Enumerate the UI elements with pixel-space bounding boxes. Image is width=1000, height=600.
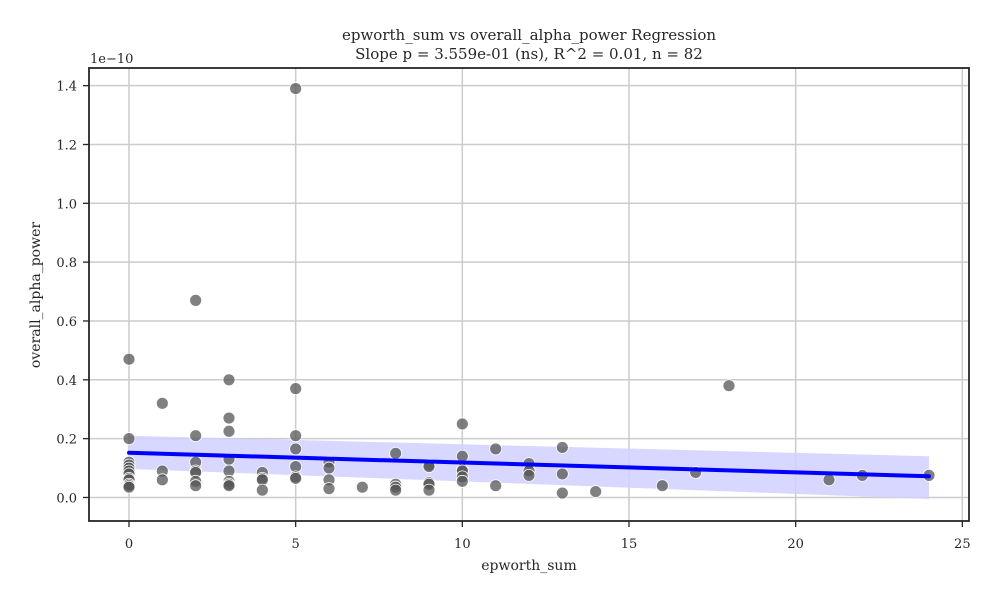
y-tick-label: 0.2: [56, 433, 77, 448]
scatter-point: [289, 82, 303, 95]
scatter-point: [522, 469, 536, 482]
scatter-point: [489, 442, 503, 456]
scatter-point: [322, 461, 336, 475]
scatter-point: [155, 473, 169, 487]
y-axis-label: overall_alpha_power: [28, 222, 44, 368]
x-tick-label: 5: [292, 537, 300, 552]
scatter-point: [722, 379, 736, 393]
x-axis-label: epworth_sum: [481, 558, 576, 574]
scatter-point: [389, 446, 403, 460]
x-tick-label: 25: [954, 537, 971, 552]
axis-ticks: 0 5 10 15 20 25 0.0 0.2 0.4 0.6 0.8 1.0 1.2 1.4: [56, 80, 970, 552]
scatter-point: [222, 373, 236, 387]
scatter-point: [422, 483, 436, 497]
y-tick-label: 1.2: [56, 138, 77, 153]
scatter-point: [289, 471, 303, 485]
scatter-point: [122, 432, 136, 446]
scatter-point: [555, 441, 569, 454]
scatter-point: [289, 429, 303, 443]
scatter-point: [155, 396, 169, 410]
scatter-point: [655, 479, 669, 493]
chart-subtitle: Slope p = 3.559e-01 (ns), R^2 = 0.01, n …: [355, 45, 703, 63]
scatter-point: [389, 483, 403, 497]
scatter-point: [289, 442, 303, 456]
scatter-point: [355, 480, 369, 494]
scatter-points: [122, 82, 936, 500]
scatter-point: [222, 411, 236, 425]
x-tick-label: 0: [125, 537, 133, 552]
scatter-point: [322, 482, 336, 496]
y-tick-label: 0.4: [56, 374, 77, 389]
scatter-point: [555, 467, 569, 481]
y-offset-text: 1e−10: [90, 52, 133, 67]
x-tick-label: 10: [454, 537, 471, 552]
y-tick-label: 1.4: [56, 80, 77, 95]
scatter-point: [822, 473, 836, 487]
scatter-point: [555, 486, 569, 500]
y-tick-label: 0.6: [56, 315, 77, 330]
scatter-point: [122, 352, 136, 366]
scatter-point: [122, 480, 136, 494]
y-tick-label: 0.0: [56, 491, 77, 506]
plot-frame: [88, 67, 970, 522]
scatter-point: [489, 479, 503, 493]
scatter-point: [289, 382, 303, 396]
regression-line: [127, 450, 931, 479]
scatter-point: [455, 417, 469, 431]
y-tick-label: 0.8: [56, 256, 77, 271]
scatter-point: [455, 474, 469, 488]
scatter-point: [222, 424, 236, 438]
grid-lines: [89, 68, 969, 521]
scatter-point: [189, 293, 203, 307]
scatter-point: [189, 479, 203, 493]
scatter-point: [222, 479, 236, 493]
x-tick-label: 15: [621, 537, 638, 552]
scatter-point: [189, 429, 203, 443]
chart-title: epworth_sum vs overall_alpha_power Regre…: [342, 26, 716, 44]
y-tick-label: 1.0: [56, 197, 77, 212]
x-tick-label: 20: [787, 537, 804, 552]
scatter-point: [589, 485, 603, 498]
regression-line-layer: [127, 450, 931, 479]
scatter-point: [255, 483, 269, 497]
